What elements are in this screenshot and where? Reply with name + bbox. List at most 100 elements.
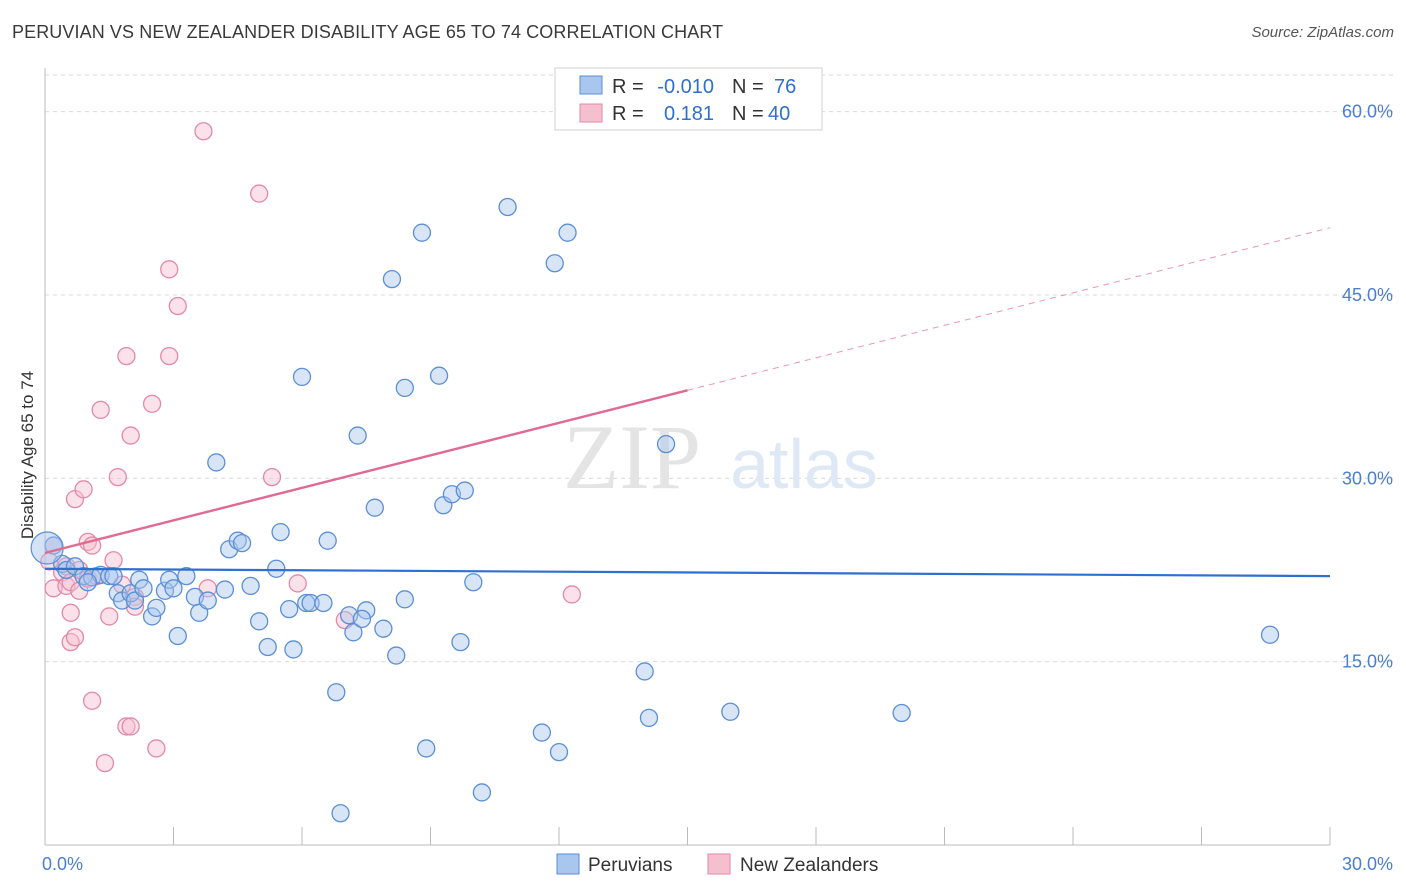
nz-point-33 bbox=[160, 346, 179, 366]
nz-point-7 bbox=[61, 603, 80, 622]
peruvian-point-52 bbox=[395, 378, 414, 398]
peruvian-point-72 bbox=[892, 703, 911, 723]
peruvian-point-19 bbox=[168, 626, 187, 646]
source-label: Source: ZipAtlas.com bbox=[1251, 24, 1394, 41]
x-tick-label-0: 0.0% bbox=[42, 854, 83, 874]
nz-point-19 bbox=[91, 400, 110, 420]
legend-r-label-1: R = bbox=[612, 76, 644, 98]
peruvian-point-71 bbox=[721, 702, 740, 721]
peruvian-point-15 bbox=[147, 598, 166, 618]
peruvian-point-45 bbox=[348, 426, 367, 445]
peruvian-point-50 bbox=[382, 269, 402, 289]
peruvian-point-37 bbox=[292, 367, 312, 387]
y-axis-label: Disability Age 65 to 74 bbox=[18, 371, 37, 539]
correlation-legend: R = -0.010 N = 76 R = 0.181 N = 40 bbox=[554, 67, 823, 131]
legend-swatch-peruvians bbox=[579, 75, 603, 95]
peruvian-point-33 bbox=[271, 522, 290, 542]
peruvian-point-47 bbox=[352, 609, 372, 629]
y-tick-label-3: 60.0% bbox=[1342, 102, 1393, 122]
peruvian-point-60 bbox=[455, 481, 474, 500]
peruvian-point-14 bbox=[142, 607, 162, 626]
legend-r-label-2: R = bbox=[612, 103, 644, 125]
peruvian-point-55 bbox=[417, 739, 436, 758]
trend-line-new-zealanders bbox=[44, 389, 688, 555]
x-tick-label-1: 30.0% bbox=[1342, 854, 1393, 874]
peruvian-point-23 bbox=[198, 591, 217, 610]
peruvian-point-53 bbox=[395, 590, 414, 609]
nz-point-42 bbox=[562, 585, 581, 604]
peruvian-point-38 bbox=[301, 593, 320, 613]
y-tick-label-0: 15.0% bbox=[1342, 652, 1393, 672]
legend-n-value-1: 76 bbox=[774, 76, 796, 98]
peruvian-point-28 bbox=[232, 533, 252, 553]
peruvian-point-32 bbox=[267, 559, 286, 578]
peruvian-point-41 bbox=[327, 683, 346, 702]
bottom-label-peruvians: Peruvians bbox=[588, 855, 673, 876]
series-new-zealanders bbox=[40, 122, 581, 773]
peruvian-point-25 bbox=[215, 580, 235, 599]
legend-n-label-1: N = bbox=[732, 76, 764, 98]
peruvian-point-29 bbox=[241, 576, 260, 596]
nz-point-39 bbox=[262, 467, 282, 487]
peruvian-point-24 bbox=[207, 453, 226, 472]
peruvian-point-18 bbox=[164, 579, 183, 598]
peruvian-point-62 bbox=[472, 783, 492, 802]
peruvian-point-69 bbox=[639, 708, 659, 728]
peruvian-point-75 bbox=[104, 566, 123, 586]
peruvian-point-12 bbox=[130, 570, 149, 589]
peruvian-point-66 bbox=[549, 742, 569, 762]
legend-swatch-new-zealanders bbox=[579, 103, 603, 123]
nz-point-13 bbox=[74, 480, 93, 499]
nz-point-10 bbox=[65, 628, 85, 647]
peruvian-point-42 bbox=[331, 804, 350, 823]
nz-point-40 bbox=[288, 574, 307, 593]
nz-point-28 bbox=[121, 717, 140, 736]
nz-point-36 bbox=[194, 122, 213, 141]
peruvian-point-73 bbox=[1260, 625, 1280, 644]
peruvian-point-51 bbox=[387, 646, 406, 665]
nz-point-27 bbox=[121, 426, 140, 445]
chart-title: PERUVIAN VS NEW ZEALANDER DISABILITY AGE… bbox=[12, 22, 724, 42]
nz-point-26 bbox=[117, 717, 136, 736]
bottom-swatch-peruvians bbox=[556, 853, 580, 875]
nz-point-38 bbox=[250, 184, 269, 203]
y-tick-label-2: 45.0% bbox=[1342, 285, 1393, 305]
peruvian-point-34 bbox=[279, 599, 299, 619]
peruvian-point-54 bbox=[412, 223, 432, 242]
peruvian-point-64 bbox=[532, 723, 552, 742]
nz-point-31 bbox=[142, 394, 162, 413]
nz-point-16 bbox=[82, 691, 102, 710]
peruvian-point-35 bbox=[284, 640, 303, 659]
peruvian-point-68 bbox=[635, 662, 654, 681]
bottom-label-new-zealanders: New Zealanders bbox=[740, 855, 878, 876]
peruvian-point-67 bbox=[558, 223, 577, 242]
nz-point-32 bbox=[147, 739, 166, 758]
nz-point-25 bbox=[117, 346, 136, 366]
peruvian-point-49 bbox=[374, 619, 393, 638]
peruvian-point-46 bbox=[357, 601, 376, 620]
peruvian-point-56 bbox=[429, 366, 449, 385]
series-peruvians bbox=[30, 197, 1280, 823]
axes bbox=[44, 68, 1331, 846]
nz-point-20 bbox=[95, 753, 115, 773]
nz-point-21 bbox=[100, 607, 119, 626]
peruvian-point-74 bbox=[78, 573, 97, 592]
watermark-atlas: atlas bbox=[730, 425, 878, 503]
y-tick-label-1: 30.0% bbox=[1342, 468, 1393, 488]
peruvian-point-40 bbox=[318, 531, 337, 550]
peruvian-point-7 bbox=[100, 566, 119, 586]
watermark: ZIP atlas bbox=[563, 406, 878, 508]
watermark-zip: ZIP bbox=[563, 406, 701, 508]
peruvian-point-20 bbox=[177, 566, 196, 586]
peruvian-point-30 bbox=[250, 612, 269, 631]
nz-point-22 bbox=[104, 551, 123, 570]
peruvian-point-17 bbox=[160, 570, 179, 589]
legend-n-value-2: 40 bbox=[768, 103, 790, 125]
peruvian-point-39 bbox=[314, 593, 333, 613]
peruvian-point-31 bbox=[258, 637, 277, 657]
series-legend: Peruvians New Zealanders bbox=[556, 853, 878, 876]
peruvian-point-61 bbox=[464, 573, 483, 592]
nz-point-34 bbox=[160, 260, 179, 279]
peruvian-point-48 bbox=[365, 498, 384, 517]
peruvian-point-13 bbox=[134, 579, 153, 598]
